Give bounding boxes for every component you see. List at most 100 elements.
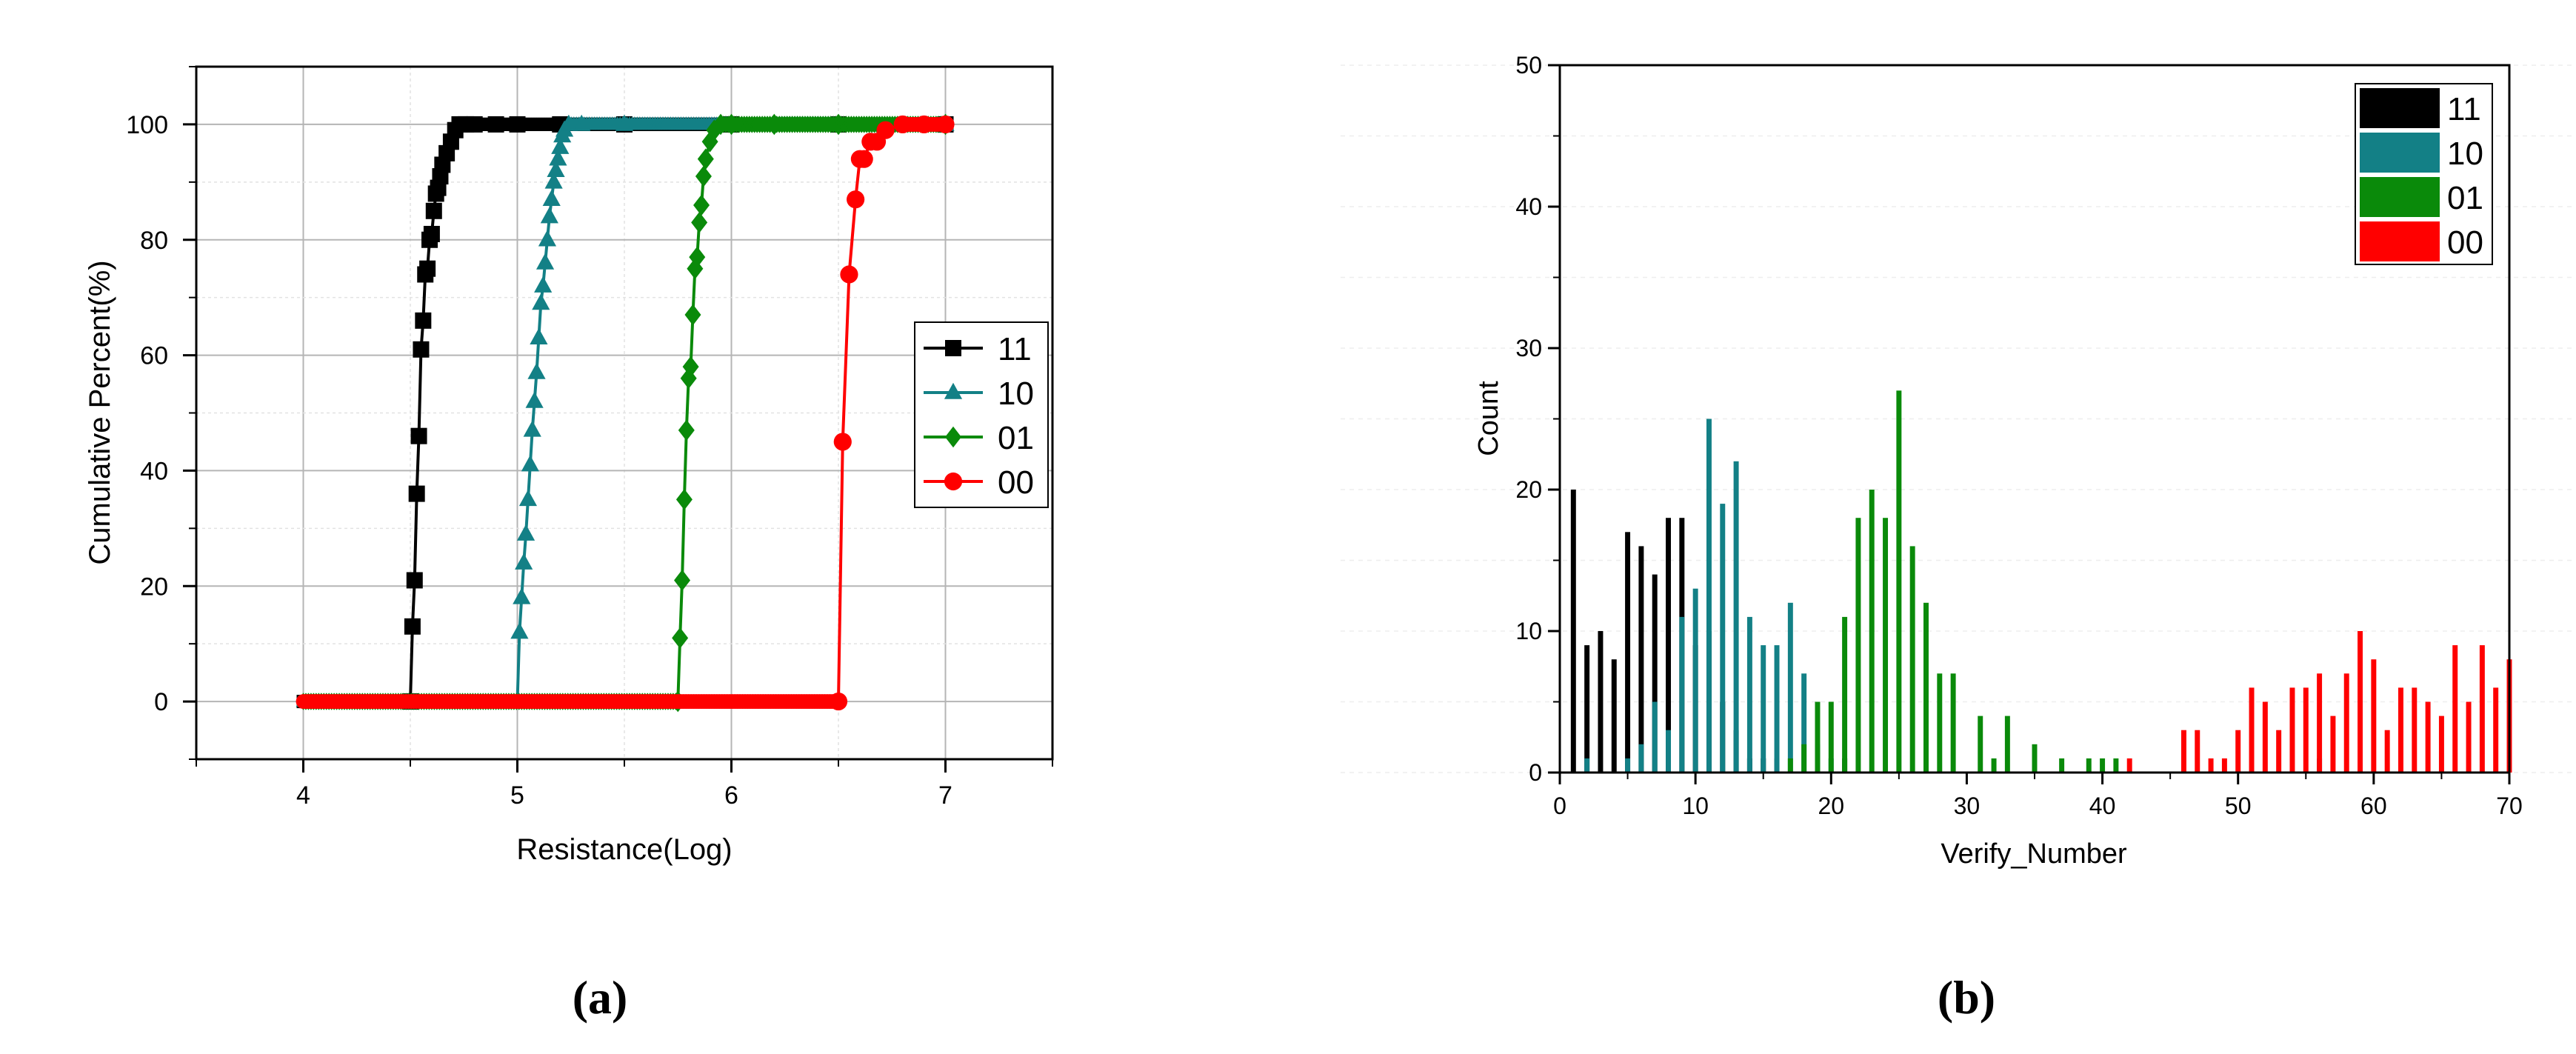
a-marker-triangle (525, 391, 544, 408)
b-bar (2343, 673, 2349, 773)
b-bar (1855, 518, 1861, 773)
a-marker-square (408, 485, 425, 502)
a-marker-diamond (687, 258, 704, 280)
b-bars (1570, 390, 2512, 773)
a-marker-triangle (544, 172, 563, 189)
b-bar (1692, 588, 1698, 773)
b-legend-label: 11 (2447, 91, 2481, 127)
a-marker-diamond (695, 165, 712, 187)
a-marker-triangle (542, 190, 561, 207)
b-x-tick-label: 40 (2089, 793, 2116, 819)
a-marker-triangle (516, 524, 535, 541)
a-marker-square (406, 572, 423, 589)
a-legend: 11 10 01 00 (914, 321, 1049, 508)
b-bar (1625, 758, 1631, 773)
a-marker-diamond (693, 194, 710, 216)
a-ticks: 4 5 6 7 0 20 40 60 80 100 (126, 66, 1053, 810)
a-marker-diamond (684, 304, 701, 326)
b-bar (1774, 645, 1780, 773)
b-bar (1733, 461, 1739, 773)
b-legend-swatch (2360, 133, 2440, 173)
b-bar (1598, 631, 1604, 773)
b-y-tick-label: 30 (1515, 335, 1542, 361)
a-marker-triangle (540, 207, 558, 224)
b-bar (2221, 758, 2227, 773)
a-marker-triangle (513, 587, 531, 604)
b-bar (1720, 504, 1726, 773)
b-bar (2113, 758, 2119, 773)
a-y-tick-label: 60 (140, 342, 168, 370)
a-x-tick-label: 5 (510, 781, 524, 810)
a-marker-triangle (523, 420, 541, 437)
b-y-tick-label: 0 (1529, 759, 1542, 786)
b-bar (1950, 673, 1956, 773)
b-bar (1909, 546, 1915, 773)
b-bar (1937, 673, 1943, 773)
a-marker-circle (829, 692, 848, 711)
b-bar (1842, 616, 1848, 773)
a-marker-triangle (534, 276, 553, 293)
a-marker-circle (833, 433, 852, 451)
b-series-10 (1584, 418, 2323, 773)
b-bar (2180, 730, 2186, 773)
b-bar (2425, 701, 2431, 773)
b-bar (2249, 687, 2255, 773)
a-marker-diamond (945, 426, 961, 448)
b-bar (1638, 546, 1644, 773)
b-legend-swatch (2360, 177, 2440, 217)
a-series (296, 113, 955, 713)
b-bar (1666, 730, 1671, 773)
a-legend-label: 00 (998, 464, 1034, 501)
a-marker-triangle (535, 253, 555, 270)
b-bar (1638, 744, 1644, 773)
b-bar (2208, 758, 2214, 773)
b-bar (2317, 673, 2323, 773)
b-legend-label: 00 (2447, 224, 2483, 261)
a-marker-triangle (944, 382, 963, 399)
a-marker-triangle (538, 230, 557, 247)
a-marker-square (413, 341, 430, 358)
b-bar (2398, 687, 2403, 773)
a-marker-triangle (521, 455, 539, 472)
b-bar (1896, 390, 1902, 773)
b-bar (2195, 730, 2200, 773)
a-marker-diamond (672, 627, 689, 649)
a-legend-label: 01 (998, 420, 1034, 456)
b-series-00 (2126, 631, 2512, 773)
b-bar (1787, 758, 1793, 773)
a-marker-square (415, 312, 432, 329)
b-bar (1570, 490, 1576, 773)
b-y-axis-title: Count (1473, 381, 1504, 456)
b-y-tick-label: 50 (1515, 52, 1542, 79)
b-x-tick-label: 30 (1954, 793, 1981, 819)
a-x-tick-label: 4 (296, 781, 310, 810)
b-bar (2384, 730, 2390, 773)
a-marker-square (423, 225, 440, 242)
b-bar (2100, 758, 2106, 773)
a-legend-box (914, 321, 1049, 508)
chart-a-cumulative: 4 5 6 7 0 20 40 60 80 100 Resistance(Log) Cumulat… (84, 65, 1054, 866)
a-marker-diamond (701, 130, 718, 153)
b-bar (2371, 659, 2377, 773)
a-x-tick-label: 7 (938, 781, 952, 810)
a-x-tick-label: 6 (724, 781, 738, 810)
b-y-tick-label: 20 (1515, 476, 1542, 503)
b-bar (2452, 645, 2458, 773)
b-bar (1761, 645, 1766, 773)
b-bar (2466, 701, 2472, 773)
a-marker-triangle (518, 490, 538, 507)
a-y-tick-label: 40 (140, 457, 168, 485)
a-x-axis-title: Resistance(Log) (516, 833, 732, 866)
b-legend-swatch (2360, 88, 2440, 128)
a-marker-circle (944, 472, 963, 491)
b-bar (1869, 490, 1875, 773)
b-x-tick-label: 70 (2496, 793, 2523, 819)
a-marker-diamond (675, 489, 693, 510)
b-bar (2493, 687, 2499, 773)
b-x-tick-label: 50 (2225, 793, 2252, 819)
b-legend-label: 10 (2447, 136, 2483, 172)
a-marker-diamond (689, 246, 706, 268)
b-bar (2086, 758, 2092, 773)
b-legend-label: 01 (2447, 180, 2483, 216)
